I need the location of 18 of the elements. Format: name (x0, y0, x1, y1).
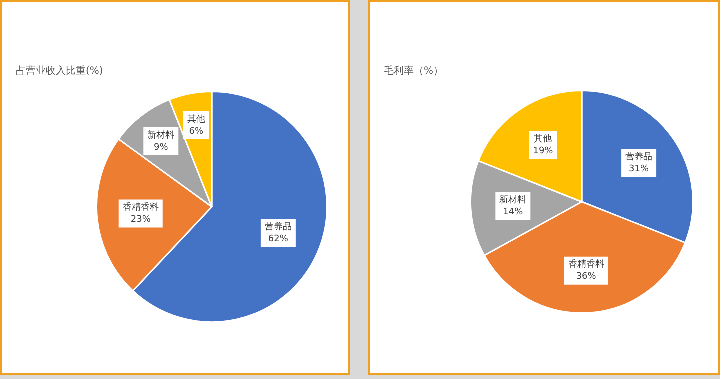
slice-label: 其他 (187, 114, 206, 125)
slice-label: 香精香料 (568, 259, 604, 270)
slice-label: 其他 (534, 133, 552, 144)
data-label: 31% (629, 164, 650, 175)
data-label: 19% (533, 146, 554, 156)
slice-label: 营养品 (264, 222, 292, 233)
chart-title: 毛利率（%） (384, 64, 444, 78)
data-label: 23% (130, 215, 152, 226)
slice-label: 香精香料 (122, 202, 159, 214)
data-label: 9% (154, 142, 169, 153)
data-label: 62% (268, 234, 289, 245)
data-label: 6% (189, 126, 204, 137)
chart-title: 占营业收入比重(%) (16, 64, 104, 78)
slice-label: 新材料 (148, 130, 175, 141)
slice-label: 新材料 (500, 194, 527, 206)
data-label: 14% (503, 208, 524, 218)
data-label: 36% (576, 272, 597, 282)
slice-label: 营养品 (626, 152, 653, 163)
